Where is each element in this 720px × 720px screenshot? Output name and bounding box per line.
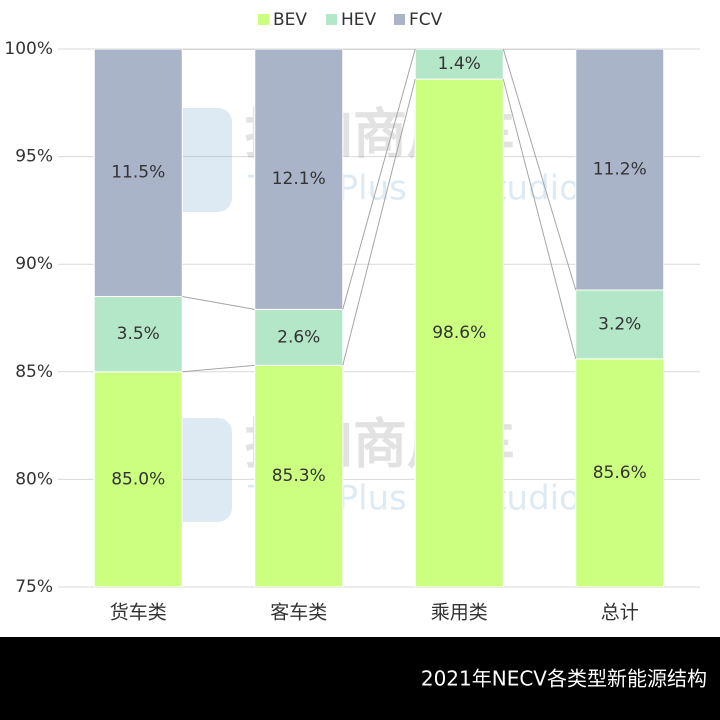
value-label: 85.0% [111, 469, 165, 489]
footer-band [0, 637, 720, 720]
x-tick-label: 总计 [601, 602, 639, 624]
value-label: 98.6% [432, 323, 486, 343]
legend-swatch [258, 14, 269, 25]
plot [93, 49, 665, 587]
bar-segment [575, 49, 665, 291]
y-tick-label: 75% [15, 577, 53, 597]
bar-segment [93, 49, 183, 297]
value-label: 85.3% [272, 466, 326, 486]
value-label: 85.6% [593, 463, 647, 483]
y-tick-label: 95% [15, 147, 53, 167]
value-label: 1.4% [438, 54, 481, 74]
caption: 2021年NECV各类型新能源结构 [421, 667, 707, 691]
y-tick-label: 80% [15, 469, 53, 489]
bar-segment [254, 49, 344, 310]
y-tick-label: 90% [15, 254, 53, 274]
legend-swatch [394, 14, 405, 25]
bar-segment [93, 295, 183, 373]
x-tick-label: 乘用类 [431, 602, 488, 624]
series-line [182, 295, 255, 310]
bar-segment [254, 364, 344, 587]
value-label: 12.1% [272, 169, 326, 189]
value-label: 2.6% [277, 327, 320, 347]
value-label: 11.5% [111, 163, 165, 183]
series-line [502, 79, 577, 360]
bar-segment [93, 371, 183, 587]
y-tick-label: 85% [15, 362, 53, 382]
x-tick-label: 客车类 [270, 602, 327, 624]
series-line [182, 364, 255, 373]
y-tick-label: 100% [4, 39, 53, 59]
bar-segment [575, 358, 665, 587]
legend-label: FCV [409, 10, 443, 30]
bar-segment [254, 308, 344, 366]
bar-segment [414, 49, 504, 80]
legend-label: BEV [273, 10, 307, 30]
value-label: 3.2% [598, 314, 641, 334]
series-line [502, 49, 577, 291]
series-line [342, 49, 416, 310]
legend-swatch [326, 14, 337, 25]
value-label: 11.2% [593, 160, 647, 180]
legend-label: HEV [341, 10, 377, 30]
value-label: 3.5% [117, 324, 160, 344]
x-tick-label: 货车类 [110, 602, 167, 624]
series-line [342, 79, 416, 366]
